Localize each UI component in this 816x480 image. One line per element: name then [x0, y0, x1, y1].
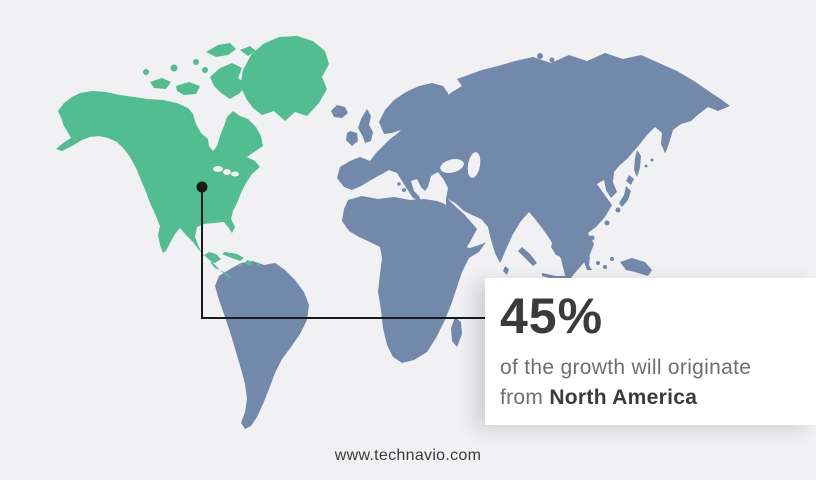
novaya-zemlya-shape	[464, 69, 493, 94]
ireland-shape	[346, 131, 358, 146]
japan-islands	[615, 158, 654, 213]
sea-overlays	[440, 152, 481, 178]
uk-shape	[358, 109, 373, 143]
indonesia-islands	[518, 237, 652, 279]
connector-line	[201, 187, 485, 319]
stat-callout-card: 45% of the growth will originate from No…	[485, 278, 816, 425]
stat-description-line1: of the growth will originate	[500, 356, 752, 379]
great-lakes	[213, 166, 239, 177]
stat-value: 45%	[500, 288, 604, 344]
sri-lanka-shape	[503, 266, 509, 275]
sakhalin-shape	[634, 150, 641, 177]
region-rest-of-world	[215, 53, 730, 429]
mediterranean-islands	[397, 182, 419, 201]
arctic-russia-islands	[537, 53, 703, 97]
stat-region-bold: North America	[549, 386, 698, 410]
madagascar-shape	[451, 317, 462, 347]
greenland-shape	[240, 36, 329, 121]
north-america-mainland-shape	[56, 91, 263, 278]
africa-shape	[342, 196, 486, 363]
hainan-shape	[589, 235, 595, 241]
taiwan-shape	[604, 220, 610, 226]
philippines-islands	[576, 229, 587, 248]
location-marker-dot	[196, 181, 208, 193]
caribbean-islands	[222, 252, 260, 267]
iceland-shape	[331, 105, 348, 118]
scandinavia-shape	[379, 83, 449, 134]
south-america-shape	[215, 261, 309, 429]
stat-description-line2-prefix: from	[500, 386, 550, 410]
stat-description: of the growth will originate from North …	[500, 353, 806, 413]
region-north-america	[56, 36, 329, 278]
footer-url: www.technavio.com	[334, 447, 482, 464]
